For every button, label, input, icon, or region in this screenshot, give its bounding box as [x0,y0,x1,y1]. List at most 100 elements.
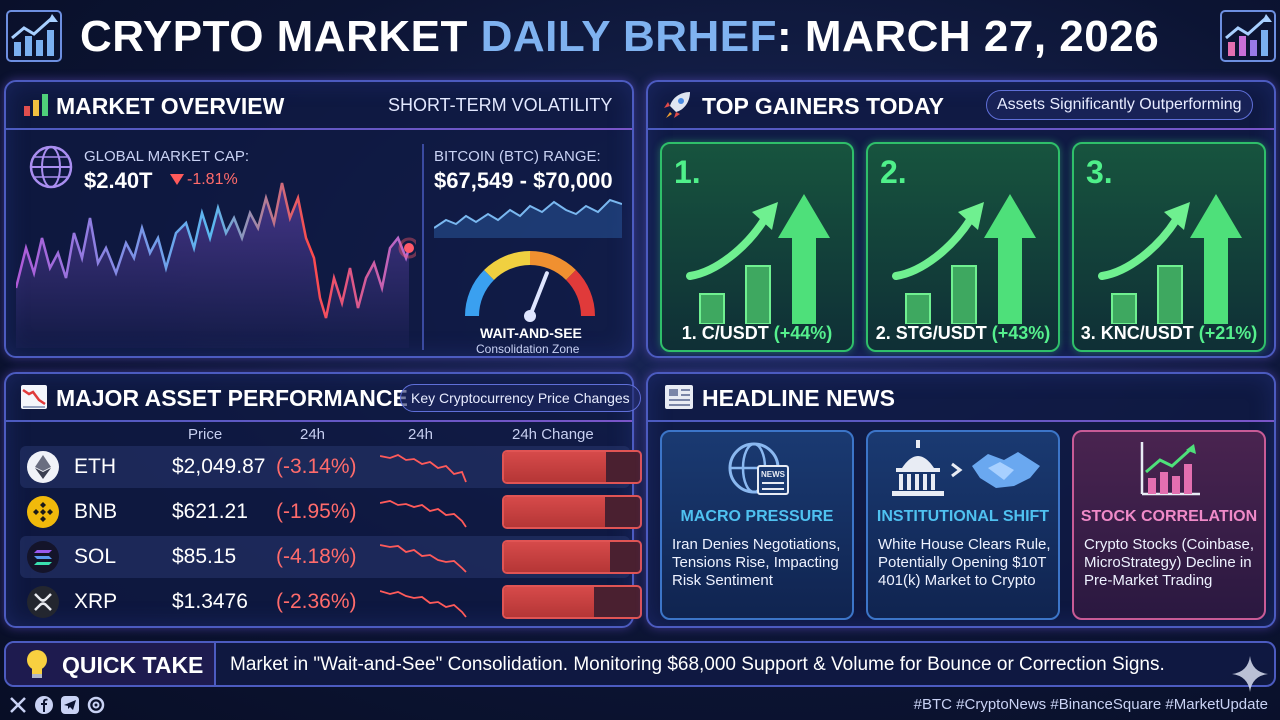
sparkle-icon [1232,656,1268,692]
asset-price: $85.15 [172,545,237,568]
headline-news-title: HEADLINE NEWS [702,385,895,411]
rocket-icon [664,92,690,118]
change-bar [502,540,642,574]
market-cap-area-chart [16,182,416,348]
gauge-sublabel: Consolidation Zone [476,342,580,356]
gainer-card-3[interactable]: 3. 3. KNC/USDT (+21%) [1072,142,1266,352]
col-24h-spark: 24h [408,426,434,443]
xrp-coin-icon [27,586,59,618]
quick-take-title: QUICK TAKE [62,652,204,678]
change-bar [502,585,642,619]
asset-price: $2,049.87 [172,455,266,478]
col-price: Price [188,426,223,443]
gainer-rank: 1. [674,154,701,190]
asset-change: (-2.36%) [276,590,357,613]
globe-news-icon: NEWS [728,442,789,495]
gainer-label-2: 2. STG/USDT (+43%) [875,323,1051,343]
table-row[interactable]: BNB $621.21 (-1.95%) [20,491,642,533]
btc-range-value: $67,549 - $70,000 [434,168,613,193]
bnb-coin-icon [27,496,59,528]
gainer-label-3: 3. KNC/USDT (+21%) [1080,323,1258,343]
gauge-needle [528,271,549,318]
change-bar-fill [504,497,605,527]
gainer-rank: 2. [880,154,907,190]
market-overview-subtitle: SHORT-TERM VOLATILITY [388,95,613,115]
header: CRYPTO MARKET DAILY BRHEF: MARCH 27, 202… [0,0,1280,78]
sol-coin-icon [27,541,59,573]
asset-sparkline [380,544,467,573]
asset-sparkline [380,500,467,528]
table-row[interactable]: ETH $2,049.87 (-3.14%) [20,446,642,488]
market-cap-label: GLOBAL MARKET CAP: [84,148,250,165]
news-card-stock[interactable]: STOCK CORRELATION Crypto Stocks (Coinbas… [1072,430,1266,620]
asset-symbol: BNB [74,500,118,523]
top-gainers-title: TOP GAINERS TODAY [702,93,944,119]
news-body: Iran Denies Negotiations, Tensions Rise,… [672,536,841,589]
asset-symbol: ETH [74,455,116,478]
gainer-card-2[interactable]: 2. 2. STG/USDT (+43%) [866,142,1060,352]
gainer-label-1: 1. C/USDT (+44%) [681,323,833,343]
chart-logo-icon-right [1220,10,1276,62]
btc-sparkline [434,198,622,238]
change-bar [502,495,642,529]
quick-take-text: Market in "Wait-and-See" Consolidation. … [230,654,1165,675]
lightbulb-icon [27,650,47,678]
chart-down-icon [21,385,47,409]
growth-chart-icon [892,194,1036,324]
facebook-icon[interactable] [34,695,54,715]
change-bar [502,450,642,484]
news-icon-text: NEWS [761,470,786,479]
news-head: MACRO PRESSURE [680,508,834,525]
asset-symbol: SOL [74,545,117,568]
top-gainers-pill: Assets Significantly Outperforming [986,90,1253,120]
news-head: STOCK CORRELATION [1080,508,1258,525]
change-bar-fill [504,452,606,482]
asset-symbol: XRP [74,590,118,613]
top-gainers-panel: TOP GAINERS TODAY Assets Significantly O… [646,80,1276,358]
news-card-macro[interactable]: NEWS MACRO PRESSURE Iran Denies Negotiat… [660,430,854,620]
asset-performance-pill: Key Cryptocurrency Price Changes [400,384,641,412]
globe-icon [29,145,73,189]
asset-sparkline [380,590,467,618]
table-row[interactable]: XRP $1.3476 (-2.36%) [20,581,642,623]
chart-logo-icon [6,10,62,62]
asset-price: $1.3476 [172,590,248,613]
sentiment-gauge [465,251,595,322]
asset-performance-panel: MAJOR ASSET PERFORMANCE Key Cryptocurren… [4,372,642,628]
market-cap-value: $2.40T [84,168,153,193]
asset-change: (-3.14%) [276,455,357,478]
news-body: Crypto Stocks (Coinbase, MicroStrategy) … [1084,536,1255,589]
market-cap-change: -1.81% [187,171,238,188]
down-triangle-icon [170,174,184,185]
page-title: CRYPTO MARKET DAILY BRHEF: MARCH 27, 202… [80,12,1160,61]
growth-chart-icon [686,194,830,324]
threads-icon[interactable] [86,695,106,715]
news-body: White House Clears Rule, Potentially Ope… [878,536,1051,589]
col-24h: 24h [300,426,326,443]
table-row[interactable]: SOL $85.15 (-4.18%) [20,536,642,578]
newspaper-icon [665,385,693,409]
asset-change: (-4.18%) [276,545,357,568]
asset-price: $621.21 [172,500,248,523]
news-head: INSTITUTIONAL SHIFT [876,508,1050,525]
hashtags: #BTC #CryptoNews #BinanceSquare #MarketU… [913,696,1268,713]
bar-chart-icon [24,94,48,116]
news-card-institutional[interactable]: INSTITUTIONAL SHIFT White House Clears R… [866,430,1060,620]
gauge-label: WAIT-AND-SEE [480,325,582,341]
x-twitter-icon[interactable] [8,695,28,715]
gainer-rank: 3. [1086,154,1113,190]
col-24h-change: 24h Change [512,426,594,443]
stock-chart-icon [1140,442,1200,496]
market-overview-title: MARKET OVERVIEW [56,93,285,119]
telegram-icon[interactable] [60,695,80,715]
asset-performance-title: MAJOR ASSET PERFORMANCE [56,385,408,411]
btc-range-label: BITCOIN (BTC) RANGE: [434,148,601,165]
asset-change: (-1.95%) [276,500,357,523]
footer: #BTC #CryptoNews #BinanceSquare #MarketU… [0,692,1280,720]
change-bar-fill [504,542,611,572]
growth-chart-icon [1098,194,1242,324]
gainer-card-1[interactable]: 1. 1. C/USDT (+44%) [660,142,854,352]
change-bar-fill [504,587,594,617]
headline-news-panel: HEADLINE NEWS NEWS MACRO PRESSURE Iran D… [646,372,1276,628]
eth-coin-icon [27,451,59,483]
